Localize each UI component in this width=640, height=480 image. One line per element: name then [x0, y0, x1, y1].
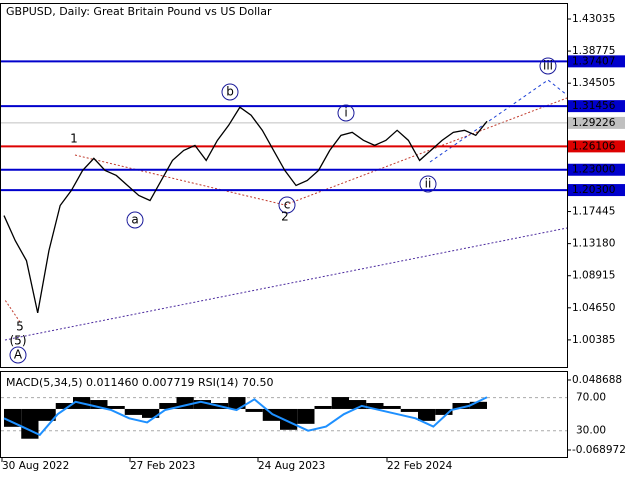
- macd-bar: [228, 397, 246, 409]
- x-tick-label: 30 Aug 2022: [2, 460, 69, 472]
- wave-label: i: [344, 106, 347, 120]
- wave-circle: [419, 175, 437, 193]
- y-tick-label: 1.38775: [572, 45, 615, 57]
- level-box: [568, 140, 625, 153]
- level-label: 1.31456: [572, 100, 616, 112]
- y-tick-label: 1.17445: [572, 206, 615, 218]
- macd-bar: [349, 400, 367, 409]
- level-label: 1.37407: [572, 55, 615, 67]
- y-tick-label: 1.04650: [572, 302, 615, 314]
- y-tick-label: 0.048688: [572, 374, 622, 386]
- level-box: [568, 184, 625, 197]
- price-line: [3, 106, 488, 313]
- wave-label: iii: [543, 59, 553, 73]
- y-tick-label: 1.13180: [572, 238, 615, 250]
- macd-bar: [107, 405, 125, 409]
- indicator-title: MACD(5,34,5) 0.011460 0.007719 RSI(14) 7…: [6, 376, 273, 389]
- macd-bar: [452, 403, 470, 409]
- level-label: 1.26106: [572, 140, 616, 152]
- level-label: 1.23000: [572, 164, 615, 176]
- current-price-box: [568, 116, 625, 129]
- x-tick-label: 27 Feb 2023: [130, 460, 195, 472]
- wave-circle: [126, 211, 144, 229]
- wave-label: (5): [10, 334, 27, 348]
- wave-circle: [337, 104, 355, 122]
- y2-tick-label: 30.00: [576, 425, 606, 437]
- wave-label: a: [131, 213, 138, 227]
- macd-bar: [245, 408, 263, 412]
- macd-bar: [21, 408, 39, 439]
- macd-bar: [418, 408, 436, 421]
- level-box: [568, 100, 625, 113]
- macd-bar: [297, 408, 315, 424]
- macd-bar: [435, 408, 453, 415]
- y-tick-label: 1.00385: [572, 334, 615, 346]
- macd-bar: [142, 408, 160, 418]
- trend-line: [4, 227, 568, 341]
- level-box: [568, 55, 625, 68]
- y2-tick-label: 70.00: [576, 392, 606, 404]
- macd-bar: [55, 403, 73, 409]
- macd-bar: [366, 403, 384, 409]
- wave-label: 2: [281, 210, 289, 224]
- level-box: [568, 163, 625, 176]
- macd-bar: [262, 408, 280, 421]
- chart-title: GBPUSD, Daily: Great Britain Pound vs US…: [6, 5, 272, 18]
- wave-circle: [278, 196, 296, 214]
- wave-circle: [9, 346, 27, 364]
- indicator-frame: [0, 371, 568, 458]
- wave-circle: [539, 57, 557, 75]
- y-tick-label: 1.34505: [572, 77, 615, 89]
- wave-label: b: [226, 85, 234, 99]
- macd-bar: [38, 408, 56, 421]
- x-tick-label: 22 Feb 2024: [387, 460, 453, 472]
- wave-label: c: [284, 198, 291, 212]
- macd-bar: [176, 397, 194, 409]
- wave-line: [4, 299, 21, 323]
- macd-bar: [124, 408, 142, 415]
- macd-bar: [193, 400, 211, 409]
- main-frame: [0, 3, 568, 368]
- rsi-line: [3, 396, 488, 437]
- wave-circle: [221, 83, 239, 101]
- wave-label: 1: [70, 132, 78, 146]
- wave-label: A: [14, 348, 23, 362]
- macd-bar: [331, 397, 349, 409]
- macd-bar: [469, 401, 487, 409]
- x-tick-label: 24 Aug 2023: [258, 460, 325, 472]
- y-tick-label: -0.068972: [572, 444, 626, 456]
- wave-label: ii: [425, 177, 432, 191]
- macd-bar: [159, 403, 177, 409]
- macd-bar: [4, 408, 22, 427]
- current-price-label: 1.29226: [572, 117, 616, 129]
- macd-bar: [400, 408, 418, 412]
- y-tick-label: 1.43035: [572, 13, 615, 25]
- macd-bar: [383, 405, 401, 409]
- wave-label: 5: [16, 320, 24, 334]
- y-tick-label: 1.08915: [572, 270, 615, 282]
- macd-bar: [90, 400, 108, 409]
- macd-bar: [314, 405, 332, 409]
- level-label: 1.20300: [572, 184, 615, 196]
